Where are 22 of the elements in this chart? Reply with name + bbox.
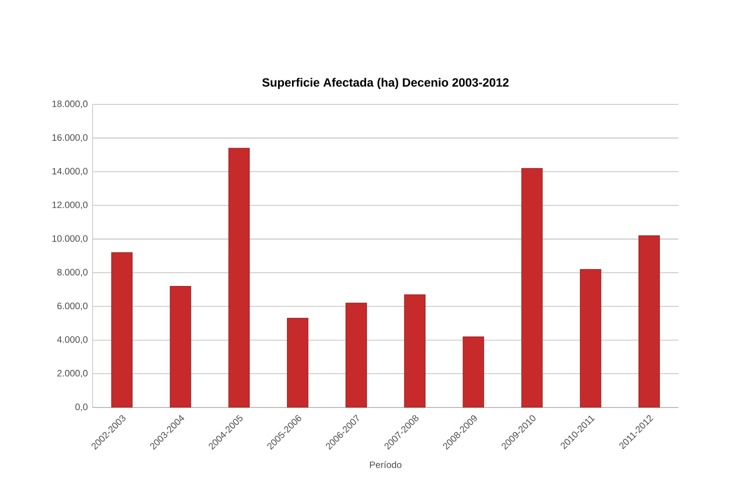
bar	[521, 168, 543, 408]
y-tick-label: 14.000,0	[52, 168, 88, 176]
bar	[638, 235, 660, 408]
bar	[286, 318, 308, 408]
chart-title: Superficie Afectada (ha) Decenio 2003-2012	[262, 78, 509, 89]
x-axis-title: Período	[370, 461, 402, 468]
bar	[404, 294, 426, 408]
y-tick-label: 0,0	[75, 404, 88, 412]
y-tick-label: 4.000,0	[57, 336, 88, 344]
bar	[346, 302, 367, 408]
y-tick-label: 18.000,0	[52, 100, 88, 108]
y-tick-label: 16.000,0	[52, 134, 88, 142]
bar	[111, 252, 133, 408]
bar	[462, 336, 484, 408]
y-tick-label: 10.000,0	[52, 235, 88, 243]
bar	[228, 148, 250, 408]
y-tick-label: 2.000,0	[57, 370, 88, 378]
bar	[580, 269, 602, 408]
bar	[170, 286, 192, 408]
y-tick-label: 6.000,0	[57, 302, 88, 310]
y-tick-label: 8.000,0	[57, 268, 88, 277]
y-tick-label: 12.000,0	[52, 202, 88, 210]
